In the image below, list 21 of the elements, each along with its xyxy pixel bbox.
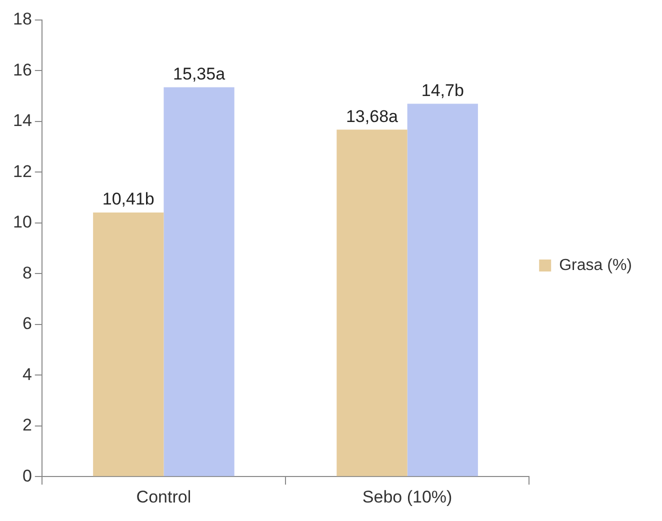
y-tick-label: 2 (22, 416, 32, 435)
y-tick-label: 18 (12, 10, 32, 29)
y-tick-label: 16 (12, 60, 32, 80)
y-tick-label: 8 (22, 263, 32, 282)
y-tick-label: 10 (12, 212, 32, 232)
x-tick-label: Control (136, 487, 192, 506)
data-label: 14,7b (421, 80, 464, 100)
data-label: 10,41b (102, 190, 154, 209)
data-label: 15,35a (173, 64, 226, 84)
y-tick-label: 14 (12, 111, 32, 130)
x-tick-label: Sebo (10%) (362, 487, 452, 506)
bar (93, 212, 164, 476)
y-tick-label: 12 (12, 162, 32, 181)
y-tick-label: 6 (22, 314, 32, 334)
bar (336, 130, 408, 476)
legend-label: Grasa (%) (559, 256, 632, 274)
y-tick-label: 0 (22, 466, 32, 486)
bar (407, 104, 478, 476)
data-label: 13,68a (346, 106, 399, 126)
y-tick-label: 4 (22, 364, 32, 384)
bar (164, 87, 234, 476)
